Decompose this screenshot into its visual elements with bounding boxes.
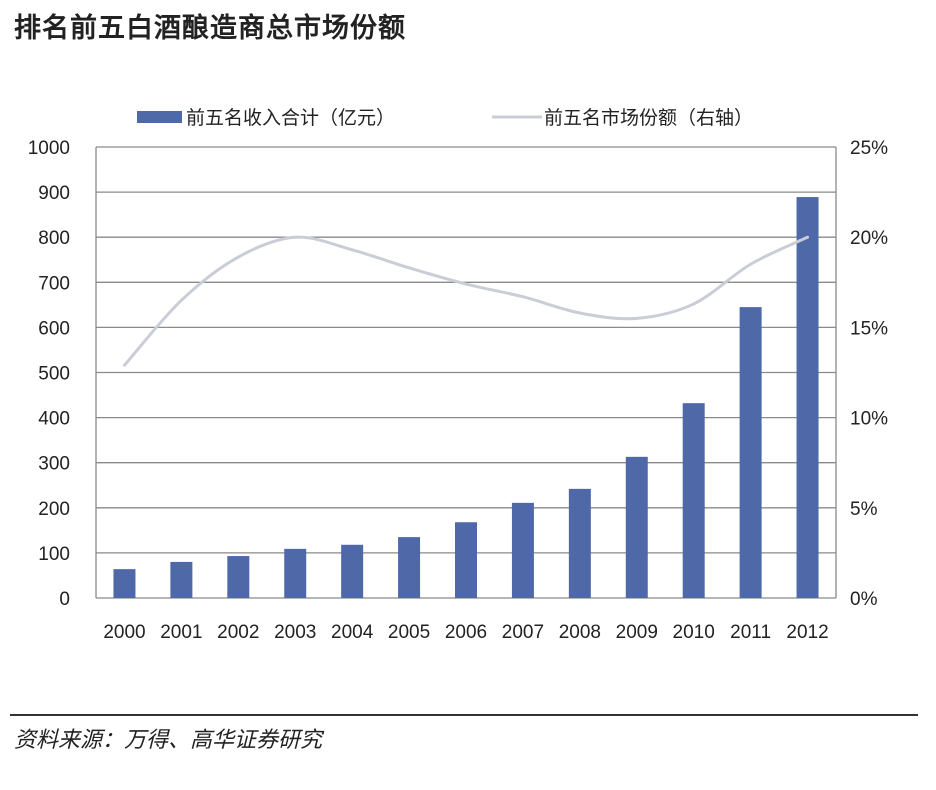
x-tick-label: 2003 [274, 622, 316, 643]
y-tick-label: 600 [38, 318, 70, 339]
x-tick-label: 2007 [502, 622, 544, 643]
y-tick-label: 400 [38, 409, 70, 430]
bar-2004 [341, 544, 364, 598]
legend-line-label: 前五名市场份额（右轴） [544, 107, 753, 129]
x-tick-label: 2002 [217, 622, 259, 643]
bar-2007 [511, 502, 534, 598]
line-point-2009 [635, 316, 639, 320]
y-tick-label: 900 [38, 183, 70, 204]
bar-2011 [739, 307, 762, 598]
line-point-2001 [179, 298, 183, 302]
bar-2012 [796, 197, 819, 598]
market-share-line [123, 235, 809, 367]
x-tick-label: 2001 [160, 622, 202, 643]
y-tick-label: 100 [38, 544, 70, 565]
chart: 0 100 200 300 400 500 600 700 800 900 1000 0% 5% 10% 1… [28, 107, 888, 643]
bar-2006 [455, 522, 477, 598]
bar-2009 [625, 456, 648, 598]
y-tick-label: 800 [38, 228, 70, 249]
bar-2001 [170, 561, 193, 598]
y2-tick-label: 0% [850, 589, 878, 610]
y2-tick-label: 10% [850, 409, 888, 430]
line-point-2010 [692, 302, 696, 306]
line-point-2006 [464, 282, 468, 286]
x-tick-label: 2006 [445, 622, 487, 643]
x-tick-label: 2008 [559, 622, 601, 643]
legend-bar-swatch [137, 111, 182, 123]
x-tick-label: 2005 [388, 622, 430, 643]
line-point-2008 [578, 311, 582, 315]
y2-tick-label: 5% [850, 499, 878, 520]
y-tick-label: 700 [38, 273, 70, 294]
x-tick-label: 2011 [730, 622, 771, 643]
y-tick-label: 200 [38, 499, 70, 520]
line-point-2002 [236, 255, 240, 259]
line-point-2007 [521, 295, 525, 299]
x-tick-label: 2010 [673, 622, 715, 643]
bar-2008 [568, 488, 591, 598]
bar-2000 [113, 569, 136, 598]
bar-2002 [227, 556, 250, 598]
bar-2005 [398, 537, 421, 598]
line-point-2003 [293, 235, 297, 239]
y-tick-label: 1000 [28, 138, 70, 159]
line-point-2011 [749, 262, 753, 266]
line-point-2005 [407, 266, 411, 270]
divider [10, 714, 918, 716]
line-point-2012 [806, 235, 810, 239]
line-point-2000 [122, 363, 126, 367]
x-tick-label: 2004 [331, 622, 374, 643]
x-tick-label: 2009 [616, 622, 658, 643]
y-tick-label: 500 [38, 364, 70, 385]
x-tick-label: 2012 [786, 622, 828, 643]
bar-2010 [682, 403, 705, 598]
y2-tick-label: 25% [850, 138, 888, 159]
y-tick-label: 0 [59, 589, 70, 610]
bar-2003 [284, 548, 307, 598]
legend-bar-label: 前五名收入合计（亿元） [186, 107, 395, 129]
x-tick-label: 2000 [103, 622, 145, 643]
line-point-2004 [350, 248, 354, 252]
chart-title: 排名前五白酒酿造商总市场份额 [14, 13, 406, 44]
source-note: 资料来源：万得、高华证券研究 [14, 728, 323, 753]
y2-tick-label: 15% [850, 318, 888, 339]
y-tick-label: 300 [38, 454, 70, 475]
y2-tick-label: 20% [850, 228, 888, 249]
